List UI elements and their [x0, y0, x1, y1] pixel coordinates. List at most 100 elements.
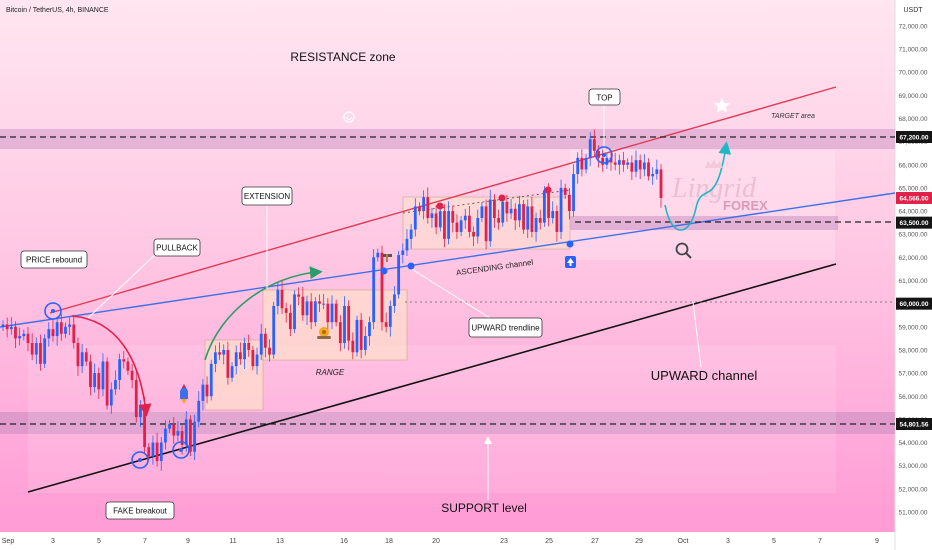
candle-body — [659, 169, 663, 198]
price-tag-label: 64,566.00 — [900, 195, 929, 202]
candle-body — [26, 333, 30, 344]
pullback-callout: PULLBACK — [153, 238, 201, 257]
candle-body — [597, 150, 600, 158]
candle-body — [80, 352, 84, 367]
candle-body — [55, 322, 59, 337]
candle-body — [193, 421, 196, 452]
candle-body — [18, 336, 22, 339]
candle-body — [139, 405, 142, 418]
svg-text:PRICE rebound: PRICE rebound — [26, 256, 82, 265]
candle-body — [1, 324, 5, 327]
time-tick-label: 27 — [591, 538, 599, 545]
candle-body — [9, 326, 13, 330]
upward-trendline-callout: UPWARD trendline — [468, 317, 543, 338]
candle-body — [318, 301, 321, 304]
candle-body — [84, 352, 88, 362]
candle-body — [430, 213, 434, 219]
time-tick-label: Sep — [2, 538, 15, 545]
candle-body — [76, 343, 80, 367]
candle-body — [617, 160, 621, 165]
candle-body — [488, 199, 492, 242]
time-tick-label: 11 — [229, 538, 236, 545]
candle-body — [234, 352, 238, 367]
candle-body — [518, 204, 521, 221]
candle-body — [480, 206, 484, 219]
support-zone-band — [0, 412, 895, 434]
resistance-channel-line — [49, 86, 837, 314]
candle-body — [164, 428, 167, 443]
fake-breakout-dot-1 — [138, 458, 142, 462]
candle-body — [39, 343, 42, 364]
candle-body — [592, 139, 596, 151]
time-axis[interactable]: Sep 3 5 7 9 11 13 16 18 20 23 25 27 29 Oct 3 5 7 9 — [2, 538, 879, 545]
rocket-icon — [180, 384, 188, 404]
candle-body — [626, 162, 630, 165]
resistance-marker-icon — [343, 111, 355, 123]
candle-body — [580, 157, 584, 170]
price-tick-label: 59,000.00 — [899, 324, 928, 331]
candle-body — [472, 231, 475, 237]
candle-body — [563, 187, 567, 195]
price-tick-label: 64,000.00 — [899, 209, 928, 216]
candle-body — [68, 324, 72, 327]
candle-body — [334, 303, 338, 323]
extension-arrow — [204, 266, 323, 361]
candle-body — [59, 322, 63, 334]
candle-body — [301, 296, 305, 316]
candle-body — [293, 294, 296, 330]
candle-body — [201, 384, 205, 401]
candle-body — [122, 359, 126, 362]
forecast-path — [664, 141, 732, 231]
candle-body — [105, 361, 109, 406]
top-dot — [602, 153, 606, 157]
candle-body — [493, 199, 496, 219]
candle-body — [151, 442, 155, 457]
svg-text:UPWARD trendline: UPWARD trendline — [471, 324, 540, 333]
svg-text:EXTENSION: EXTENSION — [244, 192, 290, 201]
time-tick-label: 5 — [97, 538, 101, 545]
candle-body — [438, 211, 442, 228]
upward-channel-pointer — [692, 301, 702, 368]
price-tag — [896, 418, 932, 430]
candle-body — [126, 361, 130, 371]
candle-body — [363, 336, 367, 350]
candle-body — [538, 218, 542, 223]
price-tick-label: 72,000.00 — [899, 23, 928, 30]
candle-body — [567, 194, 571, 212]
price-rebound-marker — [44, 302, 62, 320]
candle-body — [476, 218, 480, 237]
fake-breakout-dot-2 — [179, 448, 183, 452]
crown-icon — [705, 159, 723, 168]
candle-body — [409, 229, 413, 239]
time-tick-label: 25 — [545, 538, 553, 545]
candle-body — [447, 211, 451, 239]
price-tag — [896, 131, 932, 143]
candle-body — [638, 160, 642, 170]
price-tick-label: 58,000.00 — [899, 347, 928, 354]
time-tick-label: 9 — [186, 538, 190, 545]
candle-body — [505, 201, 509, 214]
symbol-header: Bitcoin / TetherUS, 4h, BINANCE — [6, 7, 109, 14]
candle-body — [118, 359, 122, 381]
resistance-zone-band — [0, 129, 895, 149]
candle-body — [584, 157, 588, 170]
swing-high-dot-2 — [498, 194, 506, 202]
time-tick-label: 13 — [276, 538, 284, 545]
watermark-sub: FOREX — [723, 198, 768, 213]
candle-body — [338, 322, 342, 344]
candle-body — [189, 419, 192, 452]
candle-body — [613, 162, 617, 165]
candle-body — [647, 162, 650, 177]
right-highlight-zone — [570, 150, 835, 260]
candle-body — [205, 384, 209, 397]
price-tick-label: 65,000.00 — [899, 185, 928, 192]
candle-body — [280, 289, 284, 309]
candle-body — [176, 430, 180, 436]
up-arrow-icon — [565, 256, 576, 268]
trendline-touch-dot-3 — [566, 240, 574, 248]
candle-body — [47, 329, 51, 339]
candle-body — [305, 301, 309, 316]
candle-body — [72, 324, 76, 344]
